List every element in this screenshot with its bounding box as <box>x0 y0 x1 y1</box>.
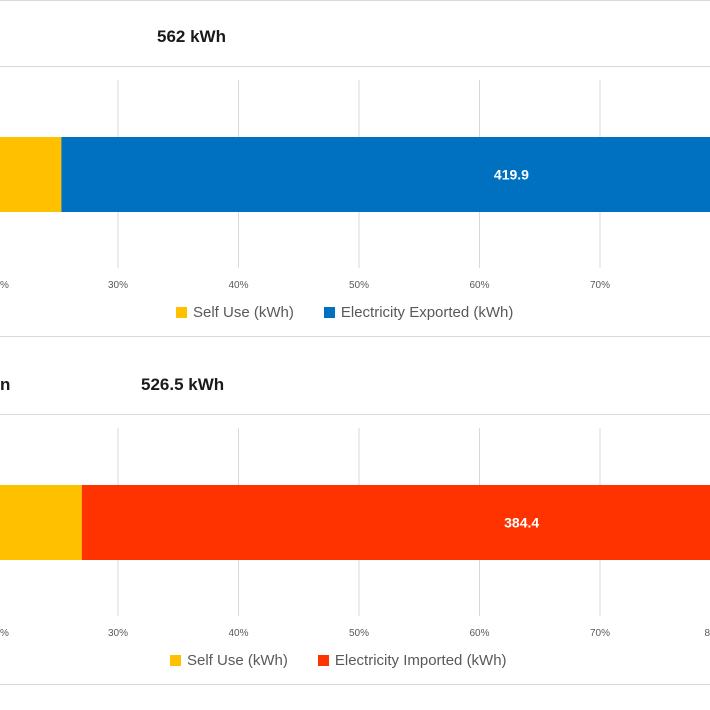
legend-swatch-self-use <box>170 655 181 666</box>
chart-legend: Self Use (kWh) Electricity Imported (kWh… <box>170 652 507 669</box>
x-tick-label: 60% <box>469 280 489 291</box>
legend-item-imported: Electricity Imported (kWh) <box>317 652 507 669</box>
legend-label-imported: Electricity Imported (kWh) <box>334 652 507 669</box>
data-label: 419.9 <box>494 167 529 183</box>
legend-label-self-use: Self Use (kWh) <box>193 304 294 321</box>
plot-top-border <box>0 414 710 415</box>
bar-segment-grid <box>61 137 710 212</box>
x-tick-label: 70% <box>590 280 610 291</box>
bar-segment-grid <box>81 485 710 560</box>
legend-label-self-use: Self Use (kWh) <box>187 652 288 669</box>
top-edge-separator <box>0 0 710 1</box>
legend-swatch-self-use <box>176 307 187 318</box>
bar-segment-self-use <box>0 137 62 212</box>
bar-segment-self-use <box>0 485 82 560</box>
x-tick-label: 50% <box>349 280 369 291</box>
chart-plot: 384.4% 30% 40% 50% 60% 70% 8 <box>0 428 710 639</box>
data-label: 384.4 <box>504 515 539 531</box>
x-tick-label: 40% <box>228 280 248 291</box>
bottom-separator <box>0 684 710 685</box>
legend-swatch-exported <box>323 307 335 318</box>
x-tick-label: 70% <box>590 628 610 639</box>
legend-swatch-imported <box>317 655 329 666</box>
export-chart: 562 kWh 419.9% 30% 40% 50% 60% 70% Self Use (… <box>0 0 710 345</box>
legend-item-self-use: Self Use (kWh) <box>170 652 288 669</box>
x-tick-label: 40% <box>228 628 248 639</box>
x-tick-label: % <box>0 280 9 291</box>
chart-title: 562 kWh <box>157 27 226 46</box>
x-tick-label: 30% <box>108 280 128 291</box>
x-tick-label: 60% <box>469 628 489 639</box>
chart-title-left-fragment: n <box>0 375 11 394</box>
x-tick-label: % <box>0 628 9 639</box>
chart-legend: Self Use (kWh) Electricity Exported (kWh… <box>176 304 513 321</box>
chart-divider <box>0 336 710 337</box>
x-tick-label: 8 <box>704 628 710 639</box>
legend-label-exported: Electricity Exported (kWh) <box>340 304 514 321</box>
import-chart: n 526.5 kWh 384.4% 30% 40% 50% 60% 70% 8 Self … <box>0 348 710 693</box>
legend-item-exported: Electricity Exported (kWh) <box>323 304 514 321</box>
x-tick-label: 50% <box>349 628 369 639</box>
plot-top-border <box>0 66 710 67</box>
x-tick-label: 30% <box>108 628 128 639</box>
chart-plot: 419.9% 30% 40% 50% 60% 70% <box>0 80 710 291</box>
chart-title: 526.5 kWh <box>141 375 225 394</box>
legend-item-self-use: Self Use (kWh) <box>176 304 294 321</box>
